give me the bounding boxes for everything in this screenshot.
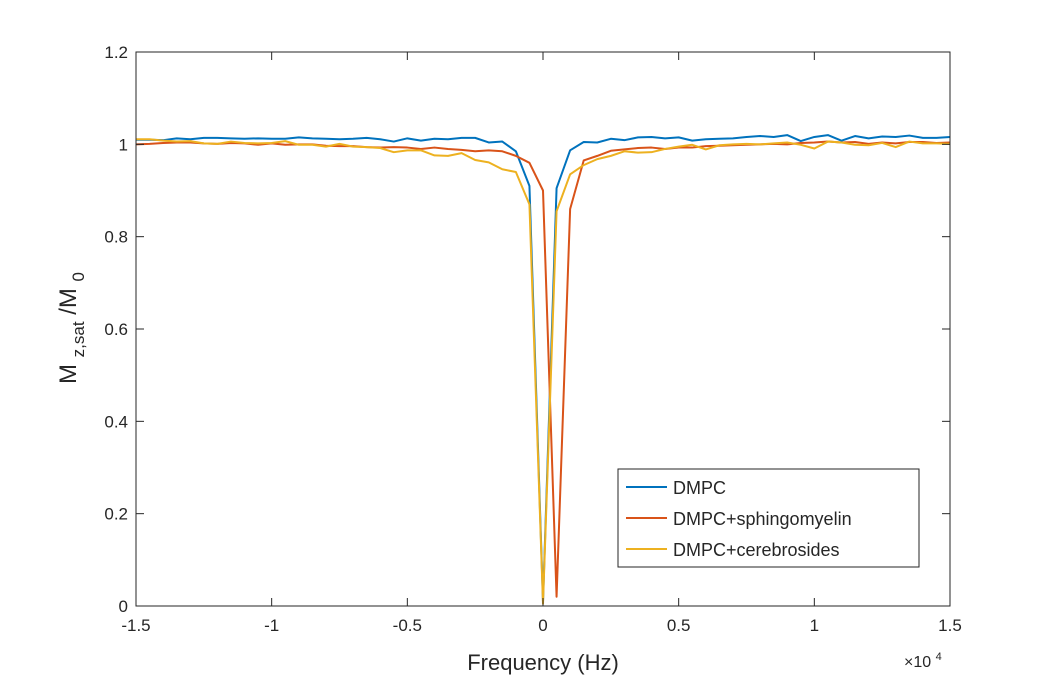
y-tick-label: 1 <box>119 135 128 154</box>
legend-label-cerebrosides: DMPC+cerebrosides <box>673 540 840 560</box>
y-axis-label: M z,sat /M 0 <box>55 272 90 384</box>
y-label-sub1: z,sat <box>69 321 88 357</box>
y-axis: 0 0.2 0.4 0.6 0.8 1 1.2 <box>104 43 950 616</box>
y-tick-label: 0.8 <box>104 228 128 247</box>
legend-label-dmpc: DMPC <box>673 478 726 498</box>
x-exponent-label: ×10 4 <box>904 651 942 671</box>
y-tick-label: 0.6 <box>104 320 128 339</box>
x-axis: -1.5 -1 -0.5 0 0.5 1 1.5 <box>121 52 962 635</box>
y-tick-label: 1.2 <box>104 43 128 62</box>
x-tick-label: -1.5 <box>121 616 150 635</box>
legend-box <box>617 468 920 568</box>
x-tick-label: -0.5 <box>393 616 422 635</box>
x-tick-label: -1 <box>264 616 279 635</box>
x-tick-label: 1 <box>810 616 819 635</box>
legend-label-sphingomyelin: DMPC+sphingomyelin <box>673 509 852 529</box>
x-tick-label: 0.5 <box>667 616 691 635</box>
y-tick-label: 0 <box>119 597 128 616</box>
x-axis-label: Frequency (Hz) <box>467 650 619 675</box>
x-exponent-prefix: ×10 <box>904 654 931 671</box>
y-label-sub2: 0 <box>69 272 88 281</box>
y-tick-label: 0.4 <box>104 412 128 431</box>
x-tick-label: 0 <box>538 616 547 635</box>
x-exponent-power: 4 <box>936 651 942 663</box>
y-label-main: M <box>55 364 82 384</box>
y-tick-label: 0.2 <box>104 505 128 524</box>
legend: DMPC DMPC+sphingomyelin DMPC+cerebroside… <box>617 468 920 568</box>
y-label-slash: /M <box>55 288 82 315</box>
x-tick-label: 1.5 <box>938 616 962 635</box>
